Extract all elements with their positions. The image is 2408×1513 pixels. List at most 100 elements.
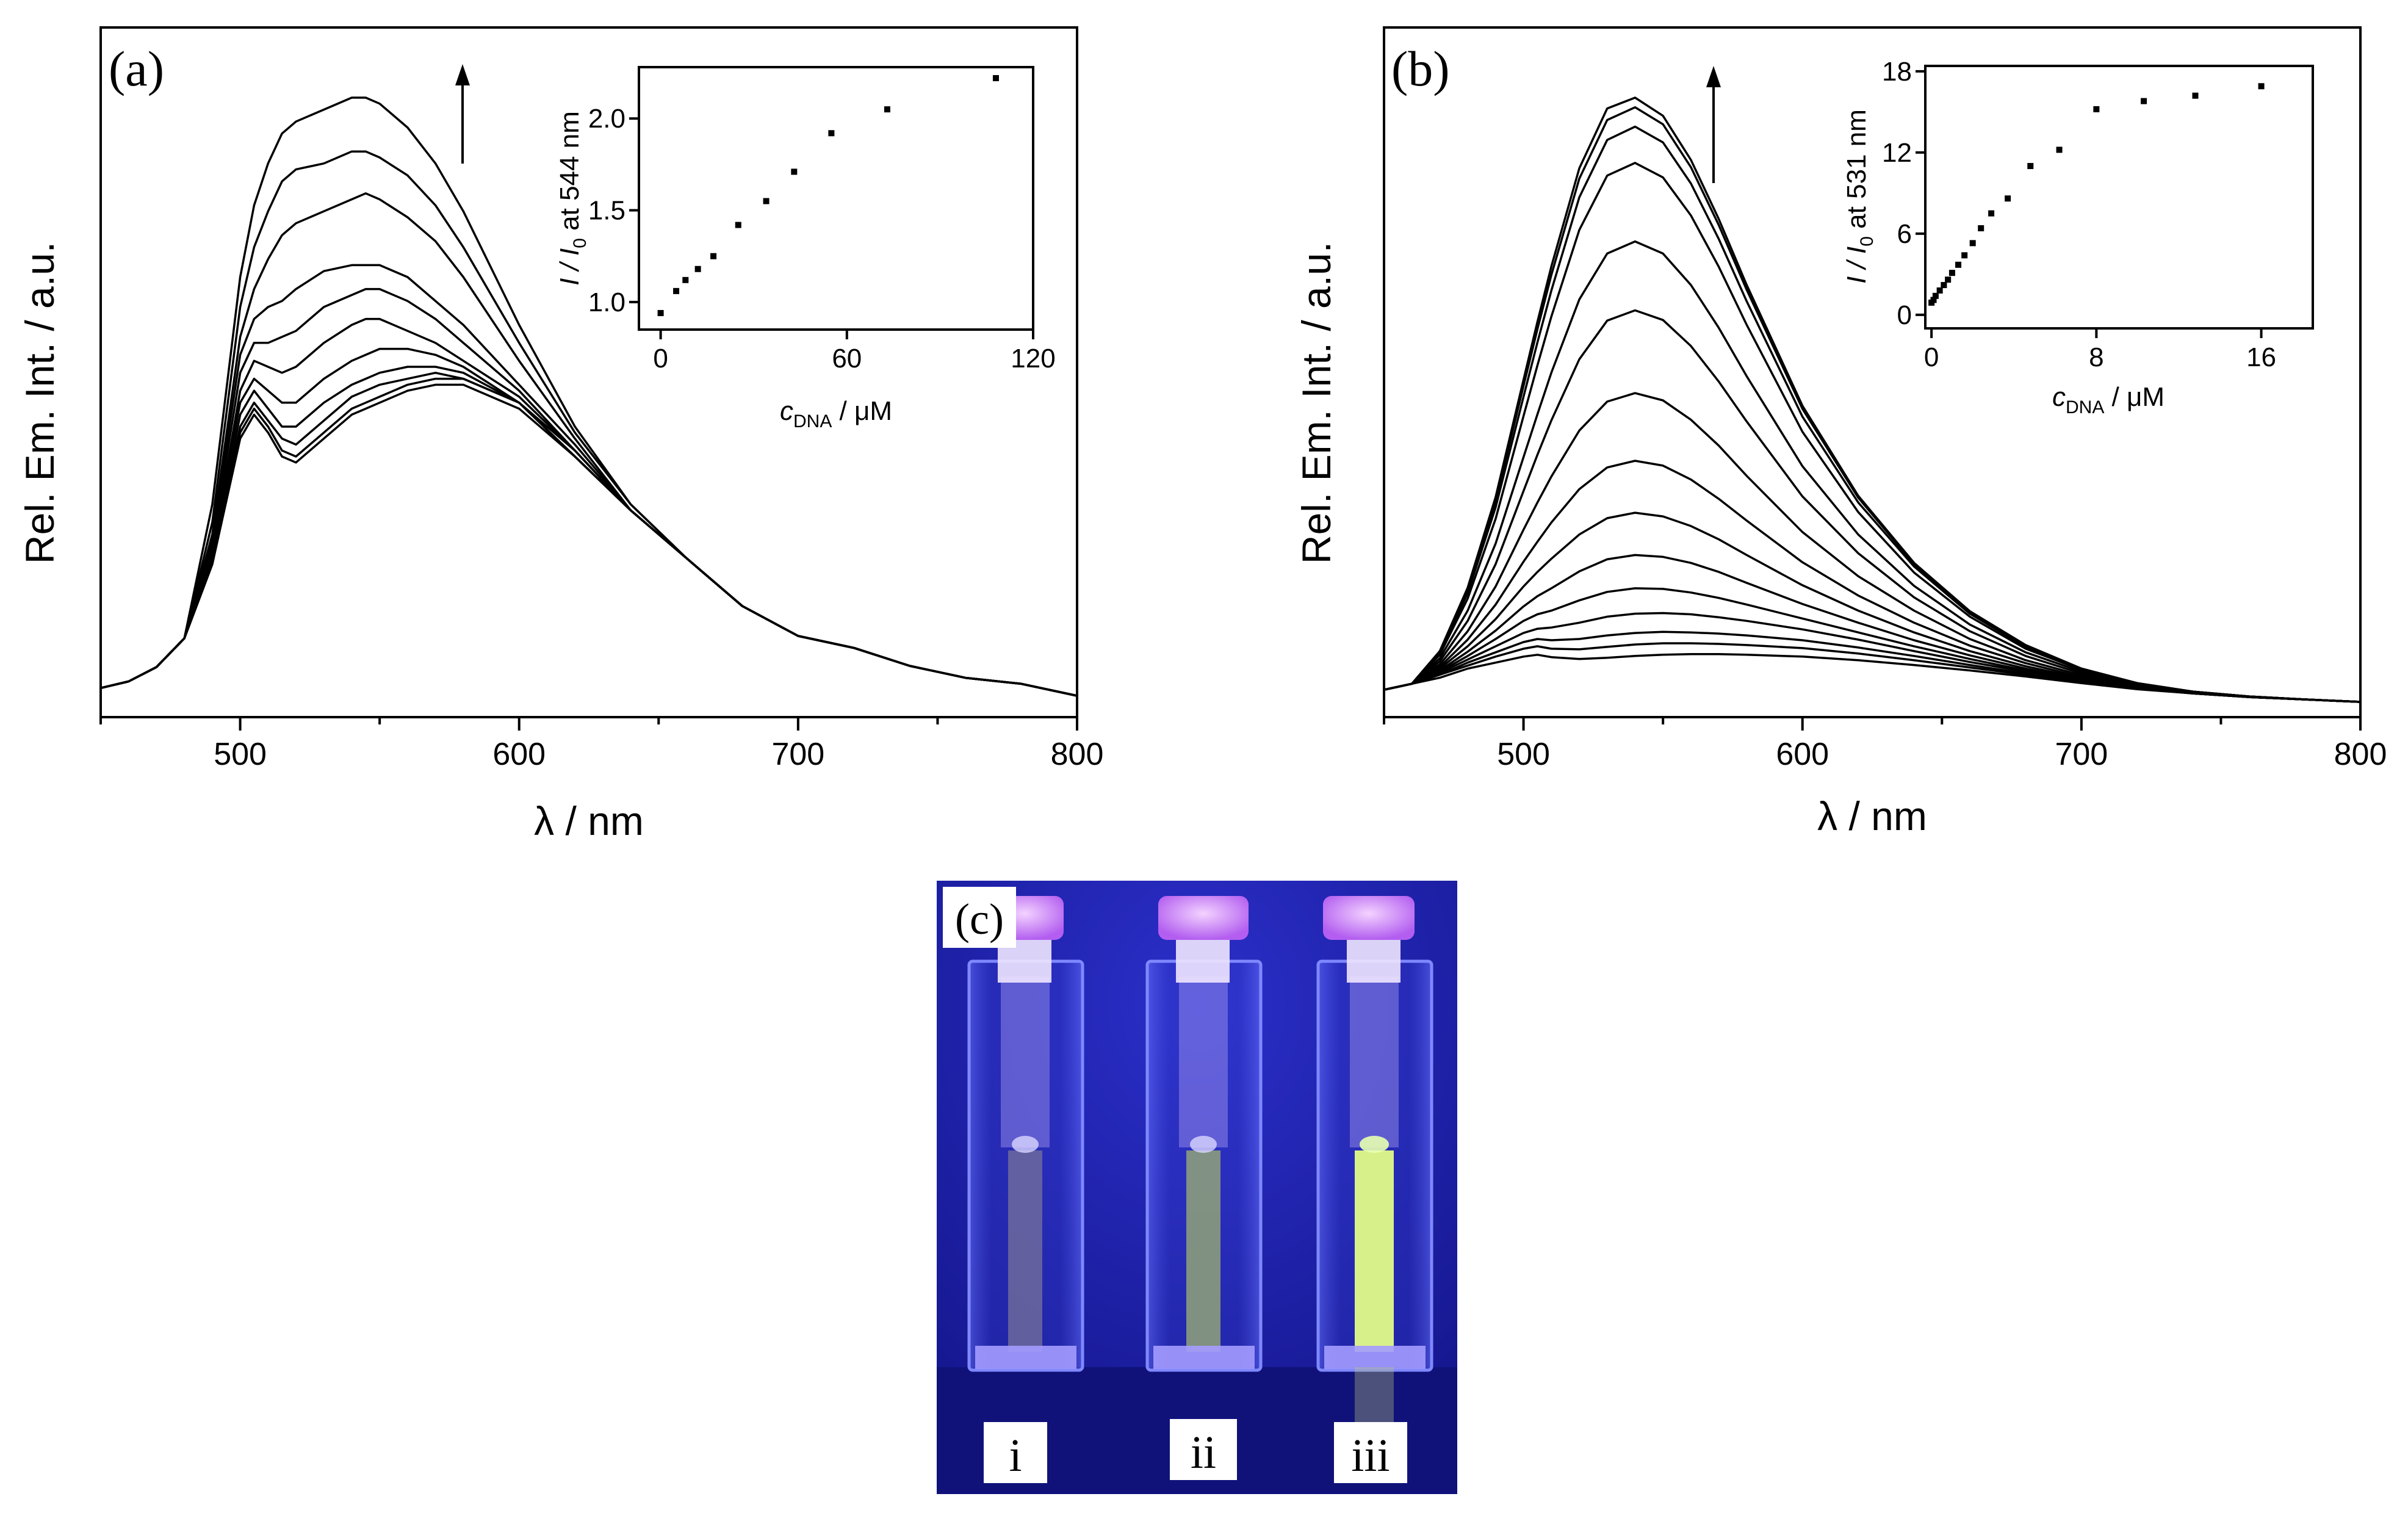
photo-panel: (c) i ii iii [937, 881, 1457, 1494]
inset-x-axis-label: cDNA / μM [2052, 382, 2165, 417]
photo-panel-label: (c) [955, 895, 1004, 944]
inset-data-point [2027, 163, 2034, 170]
cuvette-liquid [1355, 1150, 1394, 1352]
inset-y-tick-label: 0 [1897, 300, 1912, 330]
inset-x-tick-label: 60 [832, 344, 862, 374]
x-tick-label: 700 [2055, 737, 2108, 772]
x-tick-label: 500 [214, 737, 267, 772]
spectrum-line [100, 150, 1078, 697]
x-tick-label: 500 [1497, 737, 1550, 772]
inset-y-axis-label: I / I0 at 531 nm [1842, 109, 1877, 284]
inset-frame [1924, 65, 2314, 330]
inset-data-point [884, 106, 890, 113]
inset-data-point [673, 287, 680, 294]
x-ticks [1383, 717, 2362, 731]
panel-label: (a) [109, 41, 164, 96]
inset-x-tick-label: 0 [653, 344, 668, 374]
x-axis-label: λ / nm [534, 798, 644, 843]
increase-arrow [1706, 66, 1721, 183]
inset-data-point [2258, 83, 2265, 90]
y-axis-label: Rel. Em. Int. / a.u. [17, 242, 62, 564]
cuvette-iii [1316, 896, 1433, 1434]
inset-data-point [2005, 195, 2011, 202]
spectrum-line [1383, 96, 2361, 703]
inset-x-axis-label: cDNA / μM [780, 396, 892, 432]
inset-data-point [2192, 92, 2199, 99]
inset-data-point [1936, 287, 1943, 294]
cuvette-label-box [1170, 1419, 1237, 1480]
spectrum-line [100, 317, 1078, 697]
inset-y-ticks [1916, 70, 1925, 316]
cuvette-label: i [1009, 1430, 1022, 1481]
inset-y-tick-label: 6 [1897, 219, 1912, 249]
inset-points [657, 75, 999, 316]
cuvette-label-box [984, 1422, 1047, 1483]
x-tick-label: 800 [2334, 737, 2387, 772]
inset-data-point [2093, 106, 2100, 112]
spectrum-line [1383, 106, 2361, 703]
inset-chart: 0 8 16 0 6 12 18 cDNA / μM I / I0 at 531 nm [1842, 57, 2314, 417]
inset-data-point [1988, 210, 1995, 217]
inset-data-point [1978, 225, 1984, 231]
cap [1323, 896, 1415, 940]
inset-data-point [1955, 261, 1962, 268]
inset-data-point [1945, 276, 1952, 283]
cuvette-label: iii [1351, 1430, 1390, 1481]
spectrum-line [1383, 460, 2361, 703]
spectra-series [1383, 96, 2361, 703]
inset-y-tick-labels: 1.0 1.5 2.0 [588, 104, 625, 317]
inset-data-point [763, 198, 770, 204]
cuvette-liquid [1008, 1150, 1042, 1352]
inset-frame [638, 66, 1034, 331]
inset-y-tick-label: 1.0 [588, 287, 625, 317]
spectrum-line [1383, 511, 2361, 703]
inset-data-point [1930, 297, 1937, 303]
cap [1158, 896, 1249, 940]
spectrum-line [100, 383, 1078, 697]
inset-data-point [694, 265, 701, 272]
inset-data-point [2141, 98, 2147, 104]
cuvette-i [967, 896, 1084, 1372]
x-ticks [99, 717, 1078, 731]
inset-data-point [710, 253, 717, 259]
inset-data-point [1948, 270, 1955, 276]
panel-b-chart: (b) 500 600 700 800 Rel. Em. Int. / a.u. λ … [1294, 26, 2387, 839]
cuvette-ii [1145, 896, 1263, 1372]
inset-y-tick-label: 12 [1882, 138, 1912, 168]
inset-x-ticks [659, 330, 1034, 339]
inset-y-axis-label: I / I0 at 544 nm [555, 111, 590, 286]
inset-data-point [791, 168, 798, 175]
spectrum-line [100, 287, 1078, 697]
x-tick-label: 600 [1776, 737, 1829, 772]
inset-x-tick-labels: 0 8 16 [1924, 342, 2276, 372]
inset-points [1928, 83, 2265, 306]
x-tick-label: 800 [1051, 737, 1104, 772]
inset-x-ticks [1930, 328, 2263, 338]
cuvette-label: ii [1191, 1427, 1216, 1478]
spectra-series [100, 96, 1078, 697]
plot-frame [99, 26, 1078, 718]
inset-data-point [1969, 240, 1976, 247]
spectrum-line [100, 96, 1078, 697]
x-tick-labels: 500 600 700 800 [1497, 737, 2387, 772]
inset-y-tick-labels: 0 6 12 18 [1882, 57, 1912, 330]
inset-y-ticks [629, 117, 639, 303]
inset-data-point [1932, 292, 1939, 299]
inset-data-point [828, 130, 835, 137]
inset-x-tick-label: 120 [1011, 344, 1055, 374]
inset-y-tick-label: 18 [1882, 57, 1912, 87]
cuvette-liquid [1186, 1150, 1220, 1352]
x-tick-labels: 500 600 700 800 [214, 737, 1103, 772]
inset-data-point [657, 309, 664, 316]
cuvette-label-box [1334, 1422, 1407, 1483]
panel-a-chart: (a) 500 600 700 800 Rel. Em. Int. / a.u. λ … [17, 26, 1103, 843]
x-tick-label: 700 [771, 737, 824, 772]
plot-frame [1383, 26, 2362, 718]
inset-chart: 0 60 120 1.0 1.5 2.0 cDNA / μM I / I0 at 544… [555, 66, 1056, 432]
inset-y-tick-label: 2.0 [588, 104, 625, 134]
x-tick-label: 600 [492, 737, 546, 772]
inset-data-point [682, 276, 689, 283]
inset-x-tick-label: 16 [2246, 342, 2276, 372]
inset-data-point [1941, 282, 1947, 289]
